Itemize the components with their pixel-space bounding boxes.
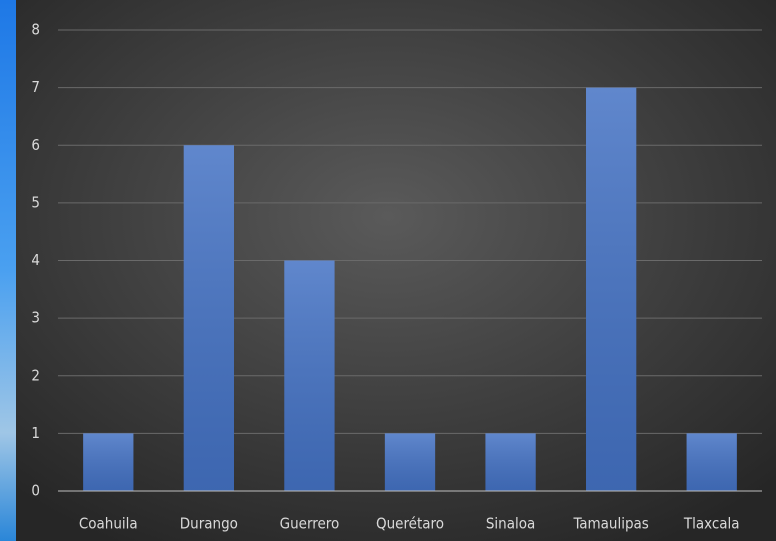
bar-shade xyxy=(284,260,335,491)
y-tick-label: 4 xyxy=(31,251,40,269)
y-tick-label: 7 xyxy=(31,78,40,96)
bar-shade xyxy=(83,433,134,491)
x-tick-label: Sinaloa xyxy=(486,515,535,533)
bar-shade xyxy=(485,433,536,491)
bar-shade xyxy=(384,433,436,491)
y-tick-label: 0 xyxy=(31,482,40,500)
bar-shade xyxy=(686,433,737,491)
y-tick-label: 6 xyxy=(31,136,40,154)
x-tick-label: Tlaxcala xyxy=(683,515,740,533)
bar-shade xyxy=(586,87,637,491)
bar-shade xyxy=(183,145,234,491)
y-tick-label: 1 xyxy=(31,424,40,442)
y-tick-label: 3 xyxy=(31,309,40,327)
y-tick-label: 2 xyxy=(31,366,40,384)
y-tick-label: 8 xyxy=(31,21,40,39)
x-tick-label: Guerrero xyxy=(280,515,340,533)
slide-edge xyxy=(0,0,16,541)
x-tick-label: Tamaulipas xyxy=(572,515,648,533)
x-tick-label: Querétaro xyxy=(376,515,444,533)
x-tick-label: Coahuila xyxy=(79,515,138,533)
y-tick-label: 5 xyxy=(31,193,40,211)
x-tick-label: Durango xyxy=(180,515,238,533)
